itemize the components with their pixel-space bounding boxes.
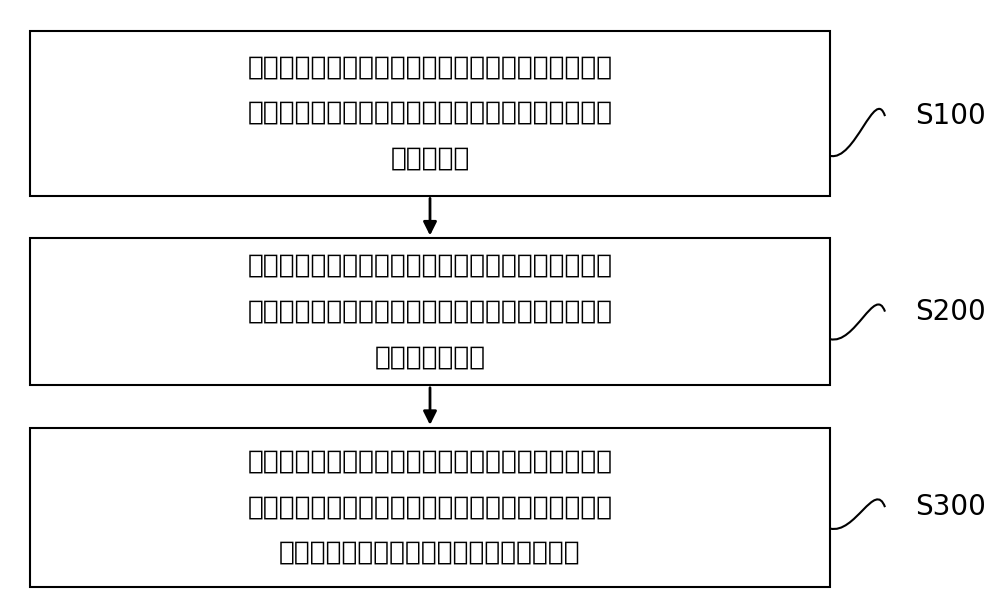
Text: 根据所述定位数据得到第一天线对应的第一定位信息: 根据所述定位数据得到第一天线对应的第一定位信息 — [247, 253, 613, 279]
Text: S200: S200 — [915, 298, 986, 326]
Text: 根据所述第一定位信息和第二定位信息确定所述被测: 根据所述第一定位信息和第二定位信息确定所述被测 — [247, 448, 613, 474]
Text: 当定位终端检测到定位被测设备指令时，控制所述第: 当定位终端检测到定位被测设备指令时，控制所述第 — [247, 54, 613, 80]
Text: S300: S300 — [915, 493, 986, 521]
FancyBboxPatch shape — [30, 428, 830, 587]
Text: 一天线、第二天线和第三天线接收所述第四天线发送: 一天线、第二天线和第三天线接收所述第四天线发送 — [247, 100, 613, 126]
Text: 的定位数据: 的定位数据 — [390, 146, 470, 172]
FancyBboxPatch shape — [30, 31, 830, 196]
Text: 第三定位信息确定所述待测设备的方位信息: 第三定位信息确定所述待测设备的方位信息 — [279, 540, 581, 566]
Text: 的第三定位信息: 的第三定位信息 — [374, 345, 486, 370]
Text: 、第二天线对应的第二定位信息，以及第三天线对应: 、第二天线对应的第二定位信息，以及第三天线对应 — [247, 299, 613, 324]
Text: 设备的距离角度信息，以及根据所述第二定位信息和: 设备的距离角度信息，以及根据所述第二定位信息和 — [247, 494, 613, 520]
Text: S100: S100 — [915, 102, 986, 130]
FancyBboxPatch shape — [30, 238, 830, 385]
